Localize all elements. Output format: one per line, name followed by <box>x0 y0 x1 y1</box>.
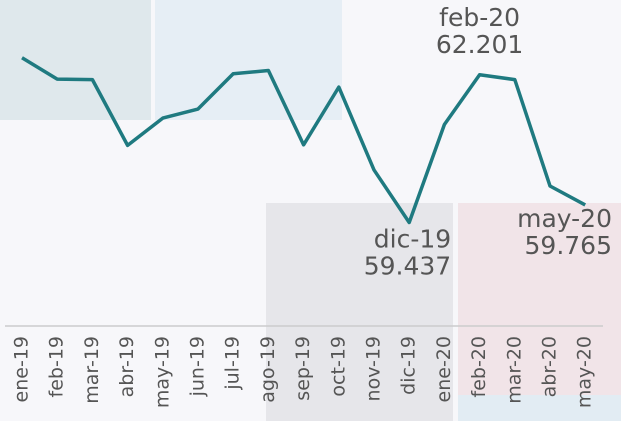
x-tick-label: jul-19 <box>222 336 244 391</box>
x-tick-label: ene-20 <box>433 336 455 402</box>
annotation-label: may-20 <box>517 204 612 233</box>
x-tick-label: sep-19 <box>292 336 314 401</box>
x-tick-label: feb-20 <box>468 336 490 397</box>
x-tick-label: feb-19 <box>46 336 68 397</box>
band <box>266 203 453 421</box>
x-tick-label: nov-19 <box>363 336 385 401</box>
annotation-label: dic-19 <box>374 224 451 253</box>
x-tick-label: may-20 <box>574 336 596 408</box>
x-tick-label: jun-19 <box>187 336 209 397</box>
x-tick-label: mar-19 <box>81 336 103 404</box>
annotation-value: 59.765 <box>525 231 612 260</box>
band <box>458 395 621 421</box>
line <box>21 56 587 225</box>
band <box>155 0 342 120</box>
annotation-value: 59.437 <box>364 251 451 280</box>
x-tick-label: ago-19 <box>257 336 279 403</box>
x-tick-label: abr-20 <box>539 336 561 397</box>
x-tick-label: dic-19 <box>398 336 420 395</box>
x-tick-label: oct-19 <box>327 336 349 397</box>
x-tick-label: mar-20 <box>503 336 525 404</box>
annotation-label: feb-20 <box>439 3 520 32</box>
band <box>458 203 621 395</box>
annotation-value: 62.201 <box>436 30 523 59</box>
x-tick-label: may-19 <box>151 336 173 408</box>
x-tick-label: abr-19 <box>116 336 138 397</box>
x-tick-label: ene-19 <box>11 336 33 402</box>
